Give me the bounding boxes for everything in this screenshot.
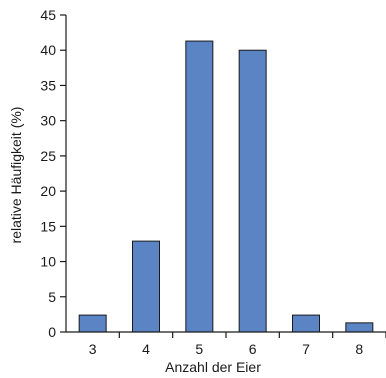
y-tick-label: 5 (48, 289, 56, 305)
bar-8 (345, 322, 374, 333)
y-tick-label: 15 (40, 218, 56, 234)
x-tick-label: 4 (142, 341, 150, 357)
y-tick-label: 10 (40, 254, 56, 270)
x-axis-ticks: 3 4 5 6 7 8 (89, 332, 386, 357)
y-axis-ticks: 0 5 10 15 20 25 30 35 40 45 (40, 7, 66, 340)
y-tick-label: 40 (40, 42, 56, 58)
x-axis-label: Anzahl der Eier (165, 359, 261, 375)
x-tick-label: 6 (249, 341, 257, 357)
x-tick-label: 3 (89, 341, 97, 357)
y-tick-label: 20 (40, 183, 56, 199)
x-tick-label: 5 (195, 341, 203, 357)
x-tick-label: 7 (302, 341, 310, 357)
y-tick-label: 30 (40, 113, 56, 129)
y-tick-label: 35 (40, 77, 56, 93)
x-tick-label: 8 (355, 341, 363, 357)
y-tick-label: 0 (48, 324, 56, 340)
bar-6 (238, 49, 267, 333)
y-tick-label: 45 (40, 7, 56, 23)
y-tick-label: 25 (40, 148, 56, 164)
bar-7 (292, 314, 320, 333)
bars (78, 40, 374, 333)
bar-3 (78, 314, 107, 333)
bar-5 (185, 40, 214, 333)
bar-4 (132, 240, 160, 333)
y-axis-label: relative Häufigkeit (%) (8, 107, 24, 244)
